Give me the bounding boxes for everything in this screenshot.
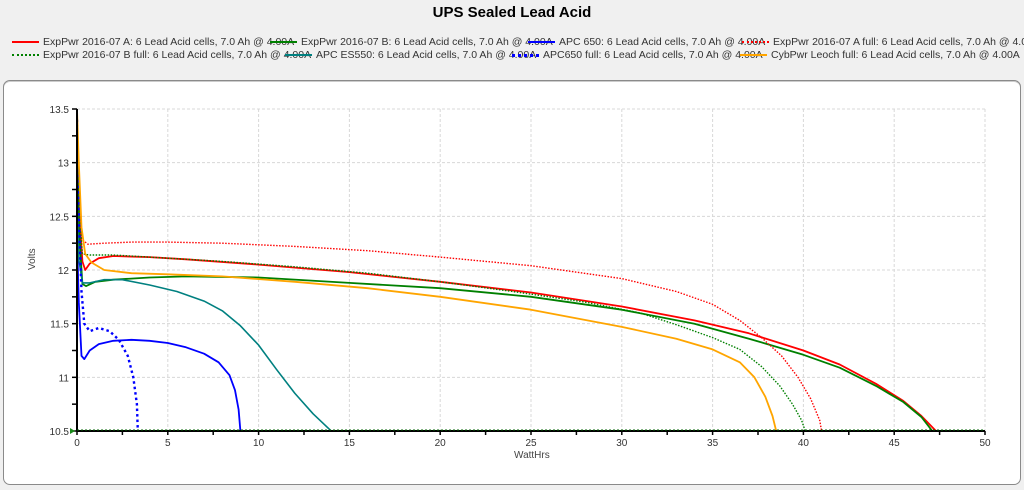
legend-swatch-icon [285, 54, 312, 56]
legend-label: ExpPwr 2016-07 B full: 6 Lead Acid cells… [43, 49, 312, 61]
legend-swatch-icon [270, 41, 297, 43]
legend-item: APC650 full: 6 Lead Acid cells, 7.0 Ah @… [512, 49, 763, 61]
legend-item: ExpPwr 2016-07 B: 6 Lead Acid cells, 7.0… [270, 36, 553, 48]
chart-title: UPS Sealed Lead Acid [432, 4, 592, 21]
legend-label: ExpPwr 2016-07 B: 6 Lead Acid cells, 7.0… [301, 36, 553, 48]
y-tick-label: 11.5 [50, 320, 69, 331]
legend-swatch-icon [742, 41, 769, 43]
legend-label: ExpPwr 2016-07 A: 6 Lead Acid cells, 7.0… [43, 36, 295, 48]
x-axis-label: WattHrs [514, 450, 550, 461]
legend-item: APC 650: 6 Lead Acid cells, 7.0 Ah @ 4.0… [528, 36, 765, 48]
series-line [77, 205, 332, 431]
series-line [77, 114, 937, 431]
x-tick-label: 0 [74, 438, 80, 449]
legend-swatch-icon [512, 53, 539, 57]
series-line [77, 119, 139, 431]
x-tick-label: 10 [253, 438, 265, 449]
legend-item: ExpPwr 2016-07 A: 6 Lead Acid cells, 7.0… [12, 36, 294, 48]
legend-item: ExpPwr 2016-07 A full: 6 Lead Acid cells… [742, 36, 1024, 48]
y-axis-label: Volts [27, 248, 38, 270]
legend-label: CybPwr Leoch full: 6 Lead Acid cells, 7.… [771, 49, 1020, 61]
legend-label: APC ES550: 6 Lead Acid cells, 7.0 Ah @ 4… [316, 49, 537, 61]
series-line [77, 119, 934, 431]
legend-swatch-icon [528, 41, 555, 43]
x-tick-label: 40 [798, 438, 810, 449]
legend-swatch-icon [12, 54, 39, 56]
y-tick-label: 13.5 [50, 105, 70, 116]
series-line [77, 114, 823, 431]
legend-swatch-icon [740, 54, 767, 56]
x-tick-label: 5 [165, 438, 171, 449]
x-tick-label: 25 [525, 438, 537, 449]
y-tick-label: 11 [59, 373, 70, 384]
legend-swatch-icon [12, 41, 39, 43]
x-tick-label: 15 [344, 438, 356, 449]
axis-marker-icon [70, 428, 75, 434]
plot-panel [3, 80, 1021, 485]
x-tick-label: 50 [979, 438, 991, 449]
series-line [77, 108, 778, 431]
y-tick-label: 12 [58, 266, 70, 277]
legend-item: APC ES550: 6 Lead Acid cells, 7.0 Ah @ 4… [285, 49, 536, 61]
legend-label: APC 650: 6 Lead Acid cells, 7.0 Ah @ 4.0… [559, 36, 766, 48]
x-tick-label: 30 [616, 438, 628, 449]
legend-item: CybPwr Leoch full: 6 Lead Acid cells, 7.… [740, 49, 1020, 61]
y-tick-label: 12.5 [50, 212, 70, 223]
y-tick-label: 10.5 [50, 427, 70, 438]
y-tick-label: 13 [58, 159, 70, 170]
series-line [77, 237, 242, 431]
legend-item: ExpPwr 2016-07 B full: 6 Lead Acid cells… [12, 49, 311, 61]
legend-label: APC650 full: 6 Lead Acid cells, 7.0 Ah @… [543, 49, 763, 61]
x-tick-label: 35 [707, 438, 719, 449]
x-tick-label: 45 [889, 438, 901, 449]
legend-label: ExpPwr 2016-07 A full: 6 Lead Acid cells… [773, 36, 1024, 48]
x-tick-label: 20 [435, 438, 447, 449]
series-line [77, 114, 806, 431]
